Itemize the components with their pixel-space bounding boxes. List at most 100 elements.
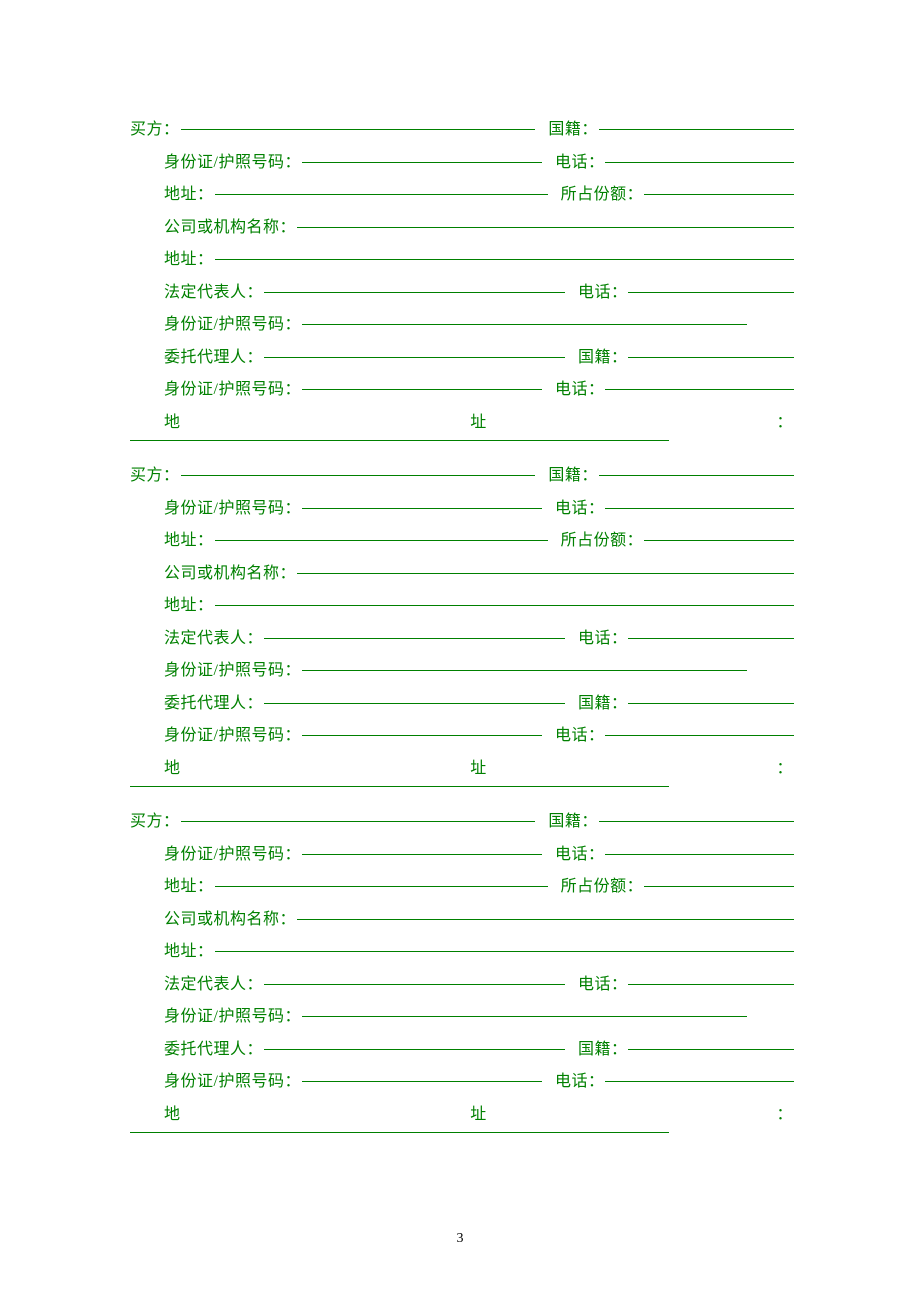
label-nationality: 国籍： <box>548 807 598 831</box>
fill-line <box>215 194 548 195</box>
fill-line <box>605 162 794 163</box>
label-address-char1: 地 <box>164 754 181 778</box>
label-buyer: 买方： <box>130 807 180 831</box>
row-legal-id: 身份证/护照号码： <box>130 656 795 689</box>
underline-full <box>130 440 669 441</box>
fill-line <box>599 821 794 822</box>
row-buyer: 买方： 国籍： <box>130 115 795 148</box>
row-buyer: 买方： 国籍： <box>130 807 795 840</box>
label-address-char2: 址 <box>470 1100 487 1124</box>
row-address-share: 地址： 所占份额： <box>130 526 795 559</box>
fill-line <box>605 508 794 509</box>
fill-line <box>628 703 794 704</box>
label-buyer: 买方： <box>130 115 180 139</box>
fill-line <box>605 735 794 736</box>
row-agent: 委托代理人： 国籍： <box>130 689 795 722</box>
buyer-block-2: 买方： 国籍： 身份证/护照号码： 电话： 地址： 所占份额： 公司或机构名称：… <box>130 461 795 787</box>
label-legal-rep: 法定代表人： <box>164 624 263 648</box>
label-colon: ： <box>776 754 793 778</box>
label-company: 公司或机构名称： <box>164 559 296 583</box>
row-address-share: 地址： 所占份额： <box>130 872 795 905</box>
label-colon: ： <box>776 1100 793 1124</box>
label-phone: 电话： <box>555 375 605 399</box>
fill-line <box>628 1049 794 1050</box>
fill-line <box>302 1016 747 1017</box>
fill-line <box>644 886 794 887</box>
fill-line <box>264 357 565 358</box>
fill-line <box>181 821 536 822</box>
fill-line <box>297 573 794 574</box>
row-id: 身份证/护照号码： 电话： <box>130 840 795 873</box>
label-nationality: 国籍： <box>548 115 598 139</box>
fill-line <box>302 508 542 509</box>
underline-full <box>130 786 669 787</box>
buyer-block-3: 买方： 国籍： 身份证/护照号码： 电话： 地址： 所占份额： 公司或机构名称：… <box>130 807 795 1133</box>
label-address-char1: 地 <box>164 408 181 432</box>
label-id: 身份证/护照号码： <box>164 1067 301 1091</box>
row-id: 身份证/护照号码： 电话： <box>130 494 795 527</box>
row-id: 身份证/护照号码： 电话： <box>130 148 795 181</box>
fill-line <box>215 259 794 260</box>
label-id: 身份证/护照号码： <box>164 494 301 518</box>
fill-line <box>264 984 565 985</box>
label-phone: 电话： <box>578 970 628 994</box>
row-address-spread: 地 址 ： <box>130 408 795 441</box>
fill-line <box>297 919 794 920</box>
label-id: 身份证/护照号码： <box>164 375 301 399</box>
fill-line <box>599 475 794 476</box>
fill-line <box>599 129 794 130</box>
fill-line <box>297 227 794 228</box>
fill-line <box>215 951 794 952</box>
label-agent: 委托代理人： <box>164 689 263 713</box>
fill-line <box>264 638 565 639</box>
label-agent: 委托代理人： <box>164 343 263 367</box>
row-agent-id: 身份证/护照号码： 电话： <box>130 721 795 754</box>
underline-full <box>130 1132 669 1133</box>
row-address-spread: 地 址 ： <box>130 1100 795 1133</box>
fill-line <box>181 475 536 476</box>
row-company: 公司或机构名称： <box>130 213 795 246</box>
fill-line <box>628 357 794 358</box>
label-share: 所占份额： <box>561 180 644 204</box>
fill-line <box>605 389 794 390</box>
label-address: 地址： <box>164 937 214 961</box>
label-address: 地址： <box>164 872 214 896</box>
label-address: 地址： <box>164 245 214 269</box>
fill-line <box>264 1049 565 1050</box>
label-share: 所占份额： <box>561 526 644 550</box>
label-company: 公司或机构名称： <box>164 213 296 237</box>
fill-line <box>302 735 542 736</box>
row-legal-rep: 法定代表人： 电话： <box>130 970 795 1003</box>
fill-line <box>302 162 542 163</box>
fill-line <box>302 670 747 671</box>
buyer-block-1: 买方： 国籍： 身份证/护照号码： 电话： 地址： 所占份额： 公司或机构名称：… <box>130 115 795 441</box>
label-address-char2: 址 <box>470 754 487 778</box>
label-nationality: 国籍： <box>548 461 598 485</box>
row-legal-id: 身份证/护照号码： <box>130 1002 795 1035</box>
row-company-address: 地址： <box>130 591 795 624</box>
fill-line <box>215 540 548 541</box>
fill-line <box>215 605 794 606</box>
row-legal-rep: 法定代表人： 电话： <box>130 278 795 311</box>
label-id: 身份证/护照号码： <box>164 310 301 334</box>
fill-line <box>644 194 794 195</box>
label-address: 地址： <box>164 180 214 204</box>
label-id: 身份证/护照号码： <box>164 721 301 745</box>
fill-line <box>302 324 747 325</box>
label-agent: 委托代理人： <box>164 1035 263 1059</box>
row-company: 公司或机构名称： <box>130 905 795 938</box>
label-id: 身份证/护照号码： <box>164 840 301 864</box>
label-legal-rep: 法定代表人： <box>164 970 263 994</box>
row-agent: 委托代理人： 国籍： <box>130 343 795 376</box>
row-agent: 委托代理人： 国籍： <box>130 1035 795 1068</box>
label-phone: 电话： <box>555 1067 605 1091</box>
row-address-spread: 地 址 ： <box>130 754 795 787</box>
fill-line <box>302 854 542 855</box>
label-colon: ： <box>776 408 793 432</box>
row-company-address: 地址： <box>130 245 795 278</box>
row-agent-id: 身份证/护照号码： 电话： <box>130 1067 795 1100</box>
fill-line <box>628 984 794 985</box>
label-address: 地址： <box>164 591 214 615</box>
label-phone: 电话： <box>578 278 628 302</box>
label-buyer: 买方： <box>130 461 180 485</box>
